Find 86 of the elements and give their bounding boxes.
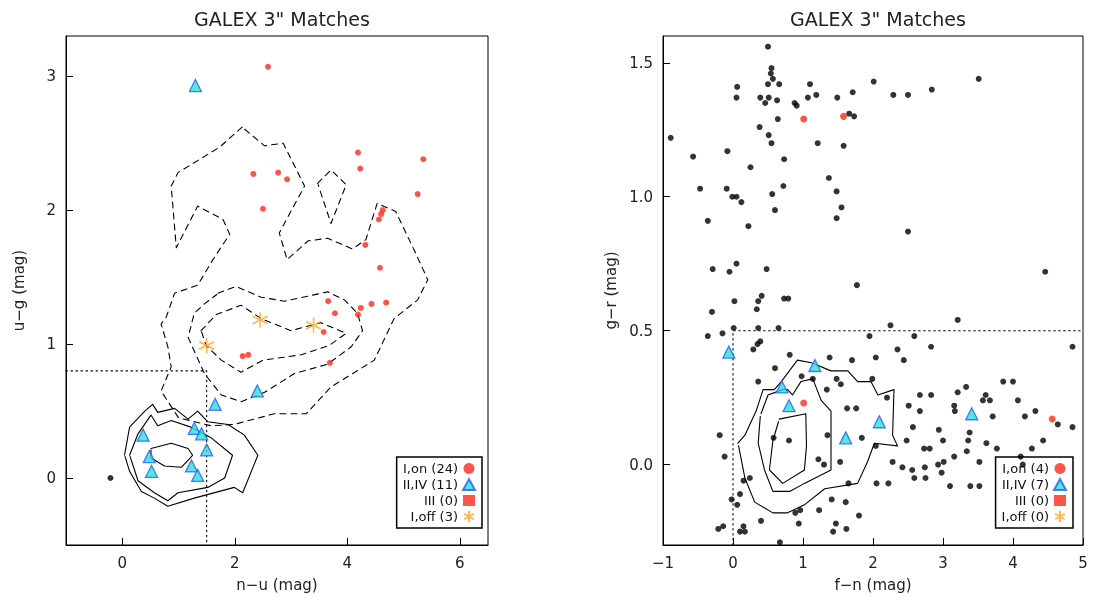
x-tick-label: 1 bbox=[798, 553, 808, 572]
x-tick-label: 6 bbox=[455, 553, 465, 572]
point bbox=[1048, 415, 1056, 423]
point bbox=[331, 310, 338, 317]
point bbox=[357, 304, 364, 311]
point bbox=[275, 169, 282, 176]
legend-label: II,IV (7) bbox=[1001, 477, 1049, 492]
x-tick-label: 4 bbox=[342, 553, 353, 572]
point bbox=[414, 191, 421, 198]
point bbox=[800, 115, 808, 123]
point bbox=[284, 176, 291, 183]
line-series bbox=[768, 413, 808, 484]
point bbox=[376, 264, 383, 271]
y-tick-label: 3 bbox=[46, 67, 56, 86]
x-tick-label: 2 bbox=[230, 553, 240, 572]
point bbox=[239, 353, 246, 360]
point bbox=[191, 468, 205, 482]
point bbox=[188, 78, 203, 93]
x-tick-label: 4 bbox=[1008, 553, 1018, 572]
x-tick-label: 3 bbox=[938, 553, 948, 572]
x-tick-label: 5 bbox=[1078, 553, 1088, 572]
line-series bbox=[200, 304, 347, 373]
point bbox=[840, 112, 848, 120]
y-tick-label: 0.5 bbox=[629, 321, 653, 340]
chart-title: GALEX 3" Matches bbox=[194, 7, 370, 30]
y-tick-label: 1.0 bbox=[629, 187, 653, 206]
legend-label: I,off (3) bbox=[410, 509, 458, 524]
point bbox=[136, 428, 150, 442]
point bbox=[872, 415, 886, 429]
x-tick-label: 2 bbox=[868, 553, 878, 572]
line-series bbox=[737, 359, 899, 514]
point bbox=[965, 407, 979, 421]
legend-label: I,on (4) bbox=[1002, 461, 1049, 476]
chart-title: GALEX 3" Matches bbox=[790, 7, 966, 30]
y-tick-label: 1 bbox=[46, 335, 56, 354]
x-axis-title: n−u (mag) bbox=[236, 575, 318, 594]
point bbox=[808, 358, 822, 373]
y-axis-title: u−g (mag) bbox=[9, 249, 28, 332]
point bbox=[839, 431, 853, 445]
point bbox=[362, 241, 369, 248]
y-tick-label: 0.0 bbox=[629, 455, 653, 474]
y-tick-label: 2 bbox=[46, 201, 56, 220]
y-tick-label: 0 bbox=[46, 469, 56, 488]
legend-label: I,off (0) bbox=[1001, 509, 1049, 524]
point bbox=[250, 384, 264, 398]
line-series bbox=[316, 169, 347, 225]
point bbox=[200, 443, 214, 457]
point bbox=[325, 298, 332, 305]
point bbox=[142, 449, 156, 464]
point bbox=[250, 170, 257, 177]
point bbox=[355, 311, 362, 318]
y-tick-label: 1.5 bbox=[629, 53, 653, 72]
point bbox=[245, 351, 252, 358]
point bbox=[107, 475, 114, 482]
point bbox=[420, 156, 427, 163]
point bbox=[357, 165, 364, 172]
point bbox=[320, 329, 327, 336]
point bbox=[251, 311, 269, 329]
point bbox=[144, 464, 159, 478]
point bbox=[198, 337, 215, 354]
point bbox=[782, 399, 796, 413]
point bbox=[326, 359, 333, 366]
x-tick-label: −1 bbox=[651, 553, 675, 572]
x-tick-label: 0 bbox=[728, 553, 738, 572]
point bbox=[355, 149, 362, 156]
point bbox=[722, 345, 736, 359]
point bbox=[194, 427, 209, 441]
point bbox=[375, 216, 382, 223]
legend-label: III (0) bbox=[1014, 493, 1049, 508]
point bbox=[800, 399, 808, 407]
point bbox=[378, 211, 385, 218]
point bbox=[184, 459, 199, 473]
point bbox=[265, 63, 271, 70]
point bbox=[208, 397, 222, 412]
point bbox=[383, 299, 390, 306]
legend-label: III (0) bbox=[423, 493, 458, 508]
point bbox=[187, 421, 201, 436]
legend-label: II,IV (11) bbox=[402, 477, 458, 492]
x-axis-title: f−n (mag) bbox=[834, 575, 912, 594]
point bbox=[775, 380, 789, 394]
point bbox=[368, 300, 375, 307]
legend-label: I,on (24) bbox=[403, 461, 458, 476]
point bbox=[305, 317, 322, 334]
x-tick-label: 0 bbox=[117, 553, 128, 572]
point bbox=[259, 205, 266, 212]
y-axis-title: g−r (mag) bbox=[601, 251, 620, 330]
